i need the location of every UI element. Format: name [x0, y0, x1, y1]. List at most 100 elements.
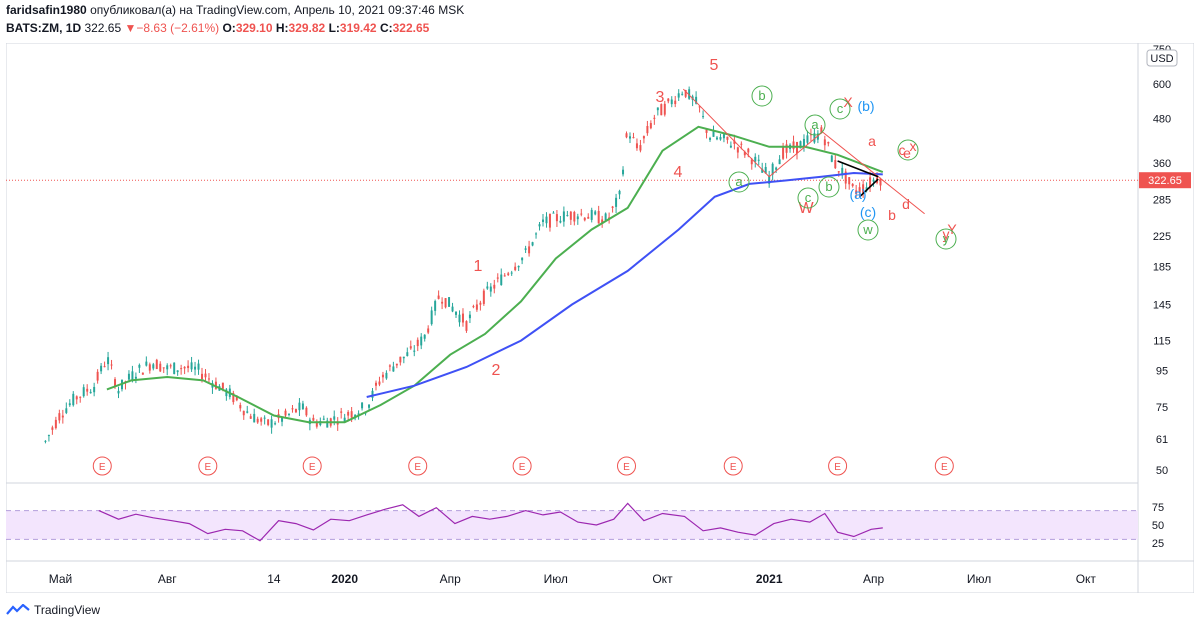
candle-body: [294, 409, 297, 413]
candle-body: [514, 266, 517, 271]
candle-body: [702, 116, 705, 118]
candle-body: [583, 217, 586, 221]
high-label: H:: [275, 21, 289, 35]
candle-body: [336, 422, 339, 425]
candle-body: [782, 146, 785, 159]
earnings-marker-icon: [408, 456, 428, 476]
low-label: L:: [328, 21, 340, 35]
candle-body: [521, 257, 524, 261]
trendline: [682, 88, 770, 178]
circled-label: c: [805, 190, 812, 205]
wave-label: b: [888, 207, 896, 223]
candle-body: [830, 155, 833, 162]
wave-label: 4: [674, 164, 683, 181]
candle-body: [622, 169, 625, 175]
candle-body: [141, 372, 144, 375]
author-name[interactable]: faridsafin1980: [6, 3, 87, 17]
candle-body: [103, 366, 106, 368]
candle-body: [434, 301, 437, 311]
circled-label-icon: [751, 85, 773, 107]
candle-body: [221, 382, 224, 389]
candles: [44, 86, 882, 444]
candle-body: [183, 366, 186, 369]
wave-label: (c): [860, 204, 876, 220]
circled-label-icon: [804, 114, 826, 136]
candle-body: [322, 418, 325, 420]
candle-body: [837, 171, 840, 173]
candle-body: [458, 314, 461, 323]
earnings-marker-label: E: [519, 462, 526, 473]
candle-body: [548, 213, 551, 228]
candle-body: [834, 160, 837, 169]
candle-body: [232, 392, 235, 403]
candle-body: [138, 364, 141, 368]
footer: TradingView: [6, 603, 100, 617]
candle-body: [489, 286, 492, 292]
candle-body: [722, 134, 725, 139]
wave-label: W: [798, 200, 814, 217]
candle-body: [827, 142, 830, 144]
candle-body: [486, 286, 489, 289]
price-tick-label: 185: [1153, 262, 1171, 274]
candle-body: [152, 364, 155, 369]
candle-body: [392, 366, 395, 372]
earnings-marker-label: E: [623, 462, 630, 473]
candle-body: [239, 405, 242, 409]
candle-body: [715, 137, 718, 140]
chart-area[interactable]: 75060048036028522518514511595756150USD75…: [5, 42, 1195, 594]
candle-body: [423, 334, 426, 339]
candle-body: [705, 128, 708, 133]
candle-body: [413, 350, 416, 352]
rsi-band: [6, 510, 1138, 540]
moving-average-short: [106, 125, 884, 424]
wave-label: y: [943, 226, 950, 242]
candle-body: [117, 390, 120, 394]
circled-label-icon: [818, 176, 840, 198]
candle-body: [792, 141, 795, 150]
time-tick-label: 14: [267, 572, 281, 586]
candle-body: [274, 423, 277, 425]
candle-body: [632, 137, 635, 139]
candle-body: [444, 298, 447, 308]
earnings-marker-icon: [302, 456, 322, 476]
candle-body: [562, 211, 565, 222]
candle-body: [430, 310, 433, 325]
candle-body: [524, 248, 527, 250]
price-tick-label: 95: [1156, 365, 1168, 377]
candle-body: [207, 378, 210, 380]
candle-body: [242, 410, 245, 416]
candle-body: [642, 136, 645, 139]
candle-body: [764, 166, 767, 174]
close-value: 322.65: [392, 21, 430, 35]
candle-body: [482, 290, 485, 304]
circled-label-icon: [797, 187, 819, 209]
earnings-marker-icon: [512, 456, 532, 476]
candle-body: [371, 390, 374, 398]
candle-body: [291, 408, 294, 410]
time-tick-label: Апр: [440, 572, 462, 586]
candle-body: [190, 362, 193, 370]
candle-body: [844, 171, 847, 184]
rsi-line: [98, 502, 883, 542]
candle-body: [594, 211, 597, 215]
candle-body: [100, 365, 103, 372]
price-tick-label: 285: [1153, 194, 1171, 206]
candle-body: [110, 364, 113, 366]
candle-body: [75, 396, 78, 400]
candle-body: [775, 167, 778, 170]
candle-body: [719, 137, 722, 140]
price-chart[interactable]: 75060048036028522518514511595756150USD75…: [5, 42, 1195, 594]
last-price-badge: [1139, 172, 1191, 189]
candle-body: [639, 145, 642, 151]
candle-body: [771, 163, 774, 175]
candle-body: [601, 219, 604, 224]
published-info: опубликовал(а) на TradingView.com, Апрел…: [90, 3, 465, 17]
earnings-marker-label: E: [941, 462, 948, 473]
candle-body: [455, 311, 458, 315]
candle-body: [625, 133, 628, 138]
candle-body: [93, 386, 96, 393]
wave-label: 3: [656, 89, 665, 106]
wave-label: 5: [710, 57, 719, 74]
earnings-marker-label: E: [414, 462, 421, 473]
price-tick-label: 61: [1156, 434, 1168, 446]
